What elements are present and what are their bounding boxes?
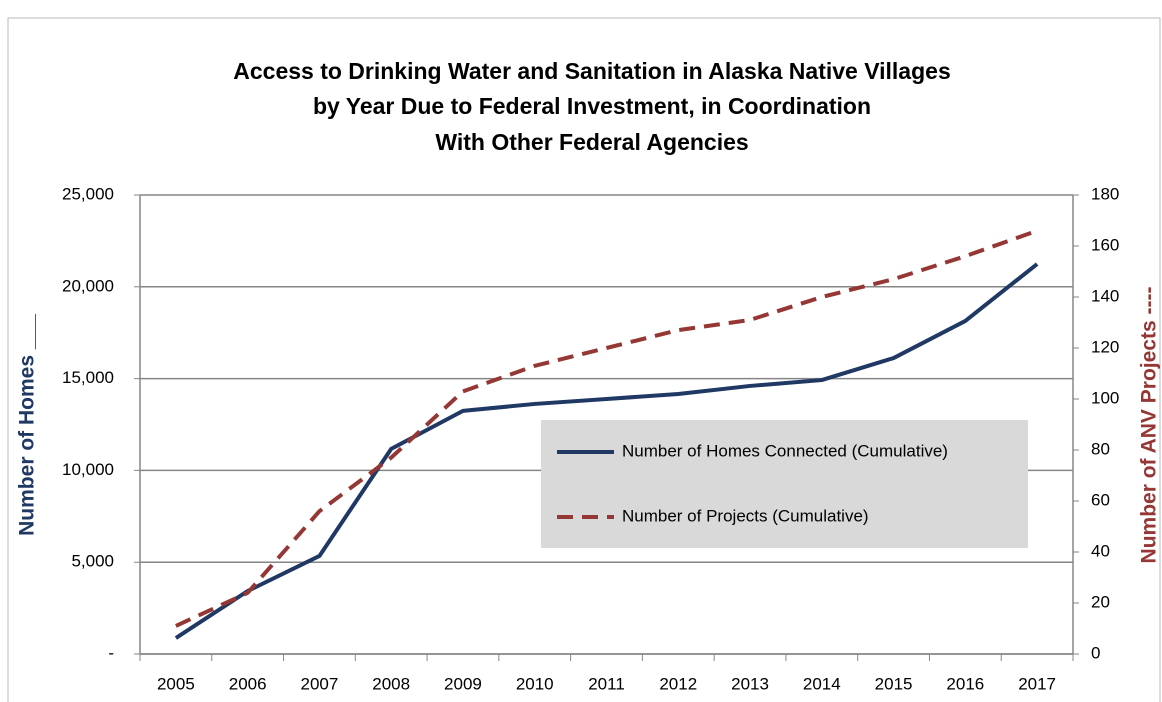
legend-box: [541, 420, 1028, 548]
x-tick-label: 2017: [1018, 674, 1056, 693]
x-tick-label: 2006: [229, 674, 267, 693]
series-line: [174, 262, 1039, 640]
x-tick-label: 2005: [157, 674, 195, 693]
chart-frame: [7, 17, 1161, 702]
y-tick-label: 15,000: [62, 368, 114, 387]
y-tick-label: 20,000: [62, 276, 114, 295]
x-tick-label: 2013: [731, 674, 769, 693]
y2-tick-label: 0: [1091, 643, 1100, 662]
chart-title: by Year Due to Federal Investment, in Co…: [313, 93, 871, 119]
y2-tick-label: 60: [1091, 490, 1110, 509]
x-tick-label: 2007: [301, 674, 339, 693]
x-tick-label: 2016: [946, 674, 984, 693]
series-line: [175, 228, 1038, 628]
chart-title: With Other Federal Agencies: [435, 129, 748, 155]
legend-label: Number of Projects (Cumulative): [622, 506, 869, 525]
legend-label: Number of Homes Connected (Cumulative): [622, 441, 948, 460]
y2-tick-label: 140: [1091, 286, 1119, 305]
y-tick-label: 10,000: [62, 460, 114, 479]
y2-tick-label: 80: [1091, 439, 1110, 458]
x-tick-label: 2012: [659, 674, 697, 693]
y2-tick-label: 120: [1091, 337, 1119, 356]
chart-title: Access to Drinking Water and Sanitation …: [233, 58, 950, 84]
y2-tick-label: 160: [1091, 235, 1119, 254]
y-tick-label: 25,000: [62, 184, 114, 203]
x-tick-label: 2011: [588, 674, 625, 693]
y-tick-label: -: [108, 643, 114, 662]
x-tick-label: 2014: [803, 674, 841, 693]
y2-tick-label: 20: [1091, 592, 1110, 611]
x-tick-label: 2015: [875, 674, 913, 693]
y2-tick-label: 40: [1091, 541, 1110, 560]
y2-axis-title: Number of ANV Projects ----: [1138, 287, 1161, 564]
y2-tick-label: 100: [1091, 388, 1119, 407]
x-tick-label: 2009: [444, 674, 482, 693]
x-tick-label: 2008: [372, 674, 410, 693]
x-tick-label: 2010: [516, 674, 554, 693]
y2-tick-label: 180: [1091, 184, 1119, 203]
y-tick-label: 5,000: [71, 552, 114, 571]
y-axis-title: Number of Homes ___: [16, 314, 39, 536]
